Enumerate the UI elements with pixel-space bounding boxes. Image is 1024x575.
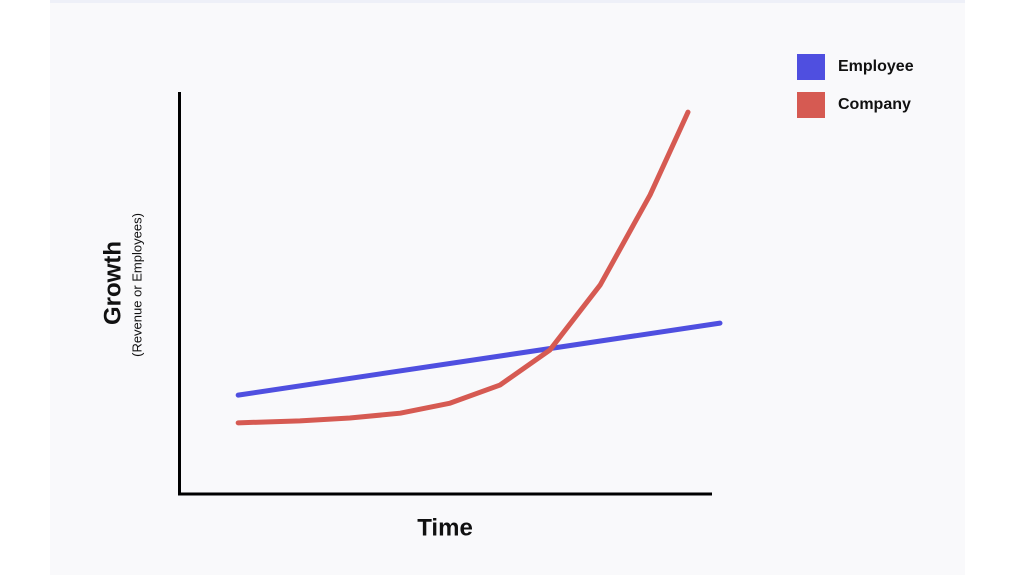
chart-panel (50, 0, 965, 575)
panel-top-border (50, 0, 965, 3)
legend-swatch (797, 54, 825, 80)
legend-label: Employee (838, 58, 914, 75)
legend-swatch (797, 92, 825, 118)
legend-label: Company (838, 96, 911, 113)
series-line (235, 320, 723, 398)
x-axis-label: Time (417, 514, 473, 541)
y-axis-sublabel: (Revenue or Employees) (129, 213, 144, 357)
y-axis-label: Growth (99, 241, 126, 325)
series-line (235, 109, 691, 426)
